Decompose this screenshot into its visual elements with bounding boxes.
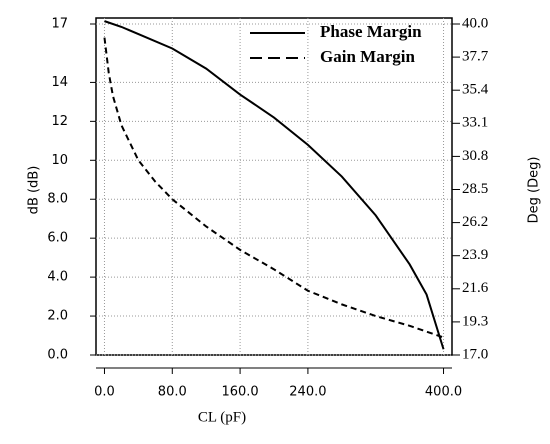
x-tick-label: 240.0 [289,385,326,400]
y2-tick-label: 17.0 [462,346,488,362]
y-tick-label: 6.0 [47,231,68,246]
y2-tick-label: 37.7 [462,49,489,65]
legend-label: Gain Margin [320,47,415,66]
series-line [104,20,445,350]
y-tick-label: 8.0 [47,192,68,207]
series-line [103,37,444,339]
y-tick-label: 17 [51,17,68,32]
x-tick-label: 160.0 [221,385,258,400]
y2-axis-label: Deg (Deg) [527,157,542,224]
y-tick-label: 12 [51,114,68,129]
y-tick-label: 14 [51,75,68,90]
y2-tick-label: 19.3 [462,313,488,329]
x-tick-label: 400.0 [425,385,462,400]
y-tick-label: 10 [51,153,68,168]
plot-frame [95,17,453,356]
y2-tick-label: 21.6 [462,280,489,296]
y2-tick-label: 35.4 [462,82,489,98]
legend-label: Phase Margin [320,22,422,41]
y2-tick-label: 33.1 [462,115,488,131]
y-tick-label: 2.0 [47,309,68,324]
y2-tick-label: 26.2 [462,214,488,230]
y-tick-label: 4.0 [47,270,68,285]
y2-tick-label: 23.9 [462,247,488,263]
y2-tick-label: 30.8 [462,148,488,164]
y-tick-label: 0.0 [47,348,68,363]
x-tick-label: 0.0 [94,385,115,400]
x-axis-label: CL (pF) [198,409,246,425]
y-axis-label: dB (dB) [27,166,42,215]
y2-tick-label: 28.5 [462,181,488,197]
x-tick-label: 80.0 [158,385,187,400]
y2-tick-label: 40.0 [462,15,488,31]
